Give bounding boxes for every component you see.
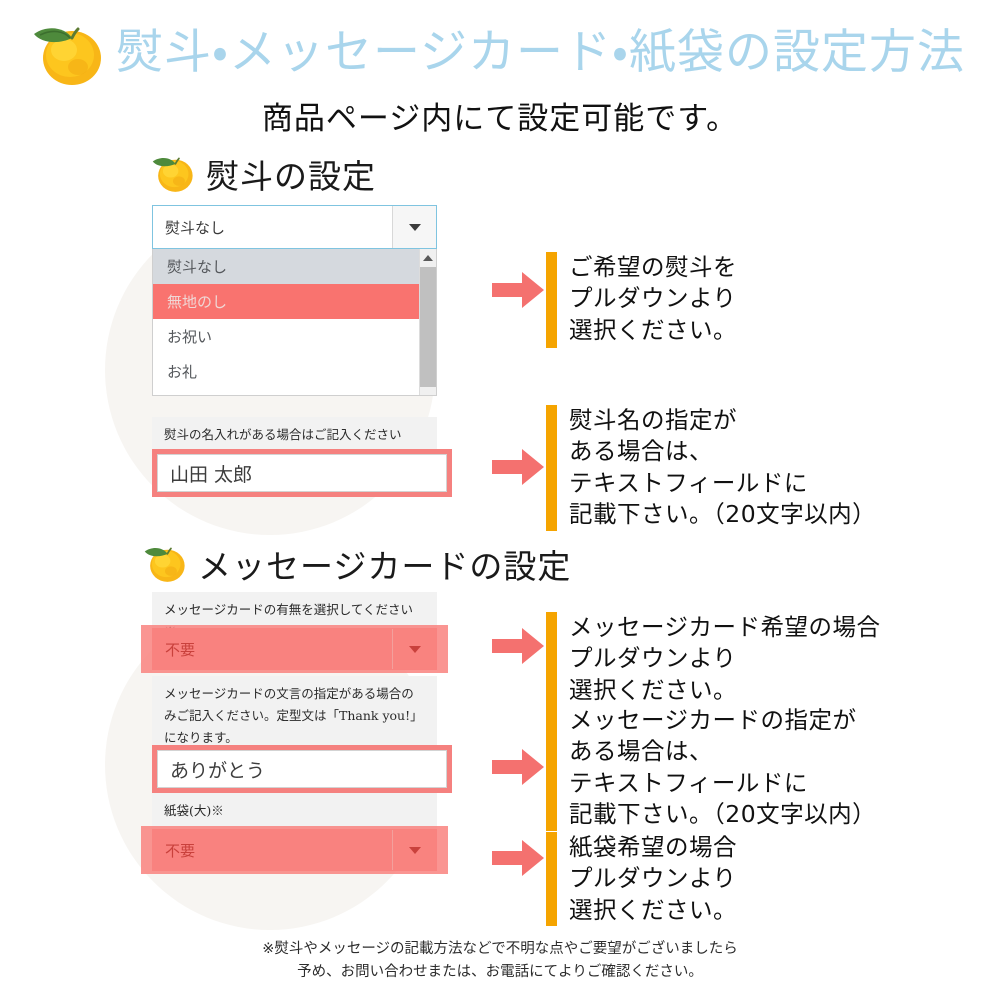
chevron-down-icon[interactable] — [392, 629, 436, 669]
arrow-right-icon — [492, 447, 546, 492]
annotation-noshi-select: ご希望の熨斗を プルダウンより 選択ください。 — [492, 252, 737, 348]
annotation-noshi-name: 熨斗名の指定が ある場合は、 テキストフィールドに 記載下さい。（20文字以内） — [492, 405, 876, 531]
mandarin-orange-icon — [140, 538, 190, 589]
option-item[interactable]: お礼 — [167, 363, 198, 381]
noshi-name-field-wrapper: 山田 太郎 — [152, 449, 452, 497]
arrow-right-icon — [492, 747, 546, 792]
annotation-text: メッセージカード希望の場合 プルダウンより 選択ください。 — [569, 613, 881, 704]
annotation-accent-bar — [546, 252, 557, 348]
annotation-text: 熨斗名の指定が ある場合は、 テキストフィールドに 記載下さい。（20文字以内） — [569, 406, 877, 528]
footer-note: ※熨斗やメッセージの記載方法などで不明な点やご要望がございましたら 予め、お問い… — [262, 941, 738, 981]
section-title-noshi: 熨斗の設定 — [206, 156, 376, 196]
arrow-right-icon — [492, 270, 546, 315]
section-title-card: メッセージカードの設定 — [198, 546, 572, 586]
annotation-accent-bar — [546, 832, 557, 926]
annotation-text: ご希望の熨斗を プルダウンより 選択ください。 — [569, 253, 737, 344]
bag-select-value: 不要 — [165, 841, 196, 860]
noshi-name-label: 熨斗の名入れがある場合はご記入ください — [152, 417, 437, 453]
card-text-label-wrapper: メッセージカードの文言の指定がある場合のみご記入ください。定型文は「Thank … — [152, 676, 437, 756]
option-item[interactable]: 熨斗なし — [153, 249, 436, 284]
card-select-wrapper: 不要 — [141, 625, 448, 673]
noshi-select-value: 熨斗なし — [165, 218, 226, 237]
noshi-name-highlight-frame: 山田 太郎 — [152, 449, 452, 497]
annotation-accent-bar — [546, 705, 557, 831]
chevron-down-icon[interactable] — [392, 830, 436, 870]
option-item[interactable]: お祝い — [167, 328, 213, 346]
noshi-name-input[interactable]: 山田 太郎 — [157, 454, 447, 492]
card-select-value: 不要 — [165, 640, 196, 659]
annotation-accent-bar — [546, 612, 557, 706]
section-heading-noshi: 熨斗の設定 — [148, 148, 376, 199]
mandarin-orange-icon — [148, 148, 198, 199]
title-row: 熨斗・メッセージカード・紙袋の設定方法 — [26, 12, 965, 93]
option-list-scrollbar[interactable] — [419, 249, 436, 395]
bag-label: 紙袋(大)※ — [152, 793, 437, 829]
scrollbar-thumb[interactable] — [420, 267, 436, 387]
option-item[interactable]: 無地のし — [153, 284, 436, 319]
annotation-text: 紙袋希望の場合 プルダウンより 選択ください。 — [569, 833, 737, 924]
noshi-option-list[interactable]: 熨斗なし 無地のし お祝い お礼 — [152, 249, 437, 396]
card-text-label: メッセージカードの文言の指定がある場合のみご記入ください。定型文は「Thank … — [152, 676, 437, 756]
page-title: 熨斗・メッセージカード・紙袋の設定方法 — [116, 25, 966, 80]
arrow-right-icon — [492, 626, 546, 671]
annotation-card-text: メッセージカードの指定が ある場合は、 テキストフィールドに 記載下さい。（20… — [492, 705, 876, 831]
chevron-down-icon[interactable] — [392, 206, 436, 248]
noshi-option-list-wrapper: 熨斗なし 無地のし お祝い お礼 — [152, 249, 437, 396]
noshi-select[interactable]: 熨斗なし — [152, 205, 437, 249]
noshi-select-wrapper: 熨斗なし — [152, 205, 437, 249]
noshi-name-label-wrapper: 熨斗の名入れがある場合はご記入ください — [152, 417, 437, 453]
bag-select[interactable]: 不要 — [141, 826, 448, 874]
annotation-bag-select: 紙袋希望の場合 プルダウンより 選択ください。 — [492, 832, 737, 926]
annotation-card-select: メッセージカード希望の場合 プルダウンより 選択ください。 — [492, 612, 881, 706]
section-heading-card: メッセージカードの設定 — [140, 538, 571, 589]
annotation-accent-bar — [546, 405, 557, 531]
card-text-highlight-frame: ありがとう — [152, 745, 452, 793]
chevron-up-icon[interactable] — [420, 249, 436, 267]
page-subtitle: 商品ページ内にて設定可能です。 — [261, 101, 739, 137]
arrow-right-icon — [492, 838, 546, 883]
card-text-field-wrapper: ありがとう — [152, 745, 452, 793]
bag-label-wrapper: 紙袋(大)※ — [152, 793, 437, 829]
card-text-input[interactable]: ありがとう — [157, 750, 447, 788]
annotation-text: メッセージカードの指定が ある場合は、 テキストフィールドに 記載下さい。（20… — [569, 706, 877, 828]
card-select[interactable]: 不要 — [141, 625, 448, 673]
bag-select-wrapper: 不要 — [141, 826, 448, 874]
mandarin-orange-icon — [26, 12, 110, 93]
